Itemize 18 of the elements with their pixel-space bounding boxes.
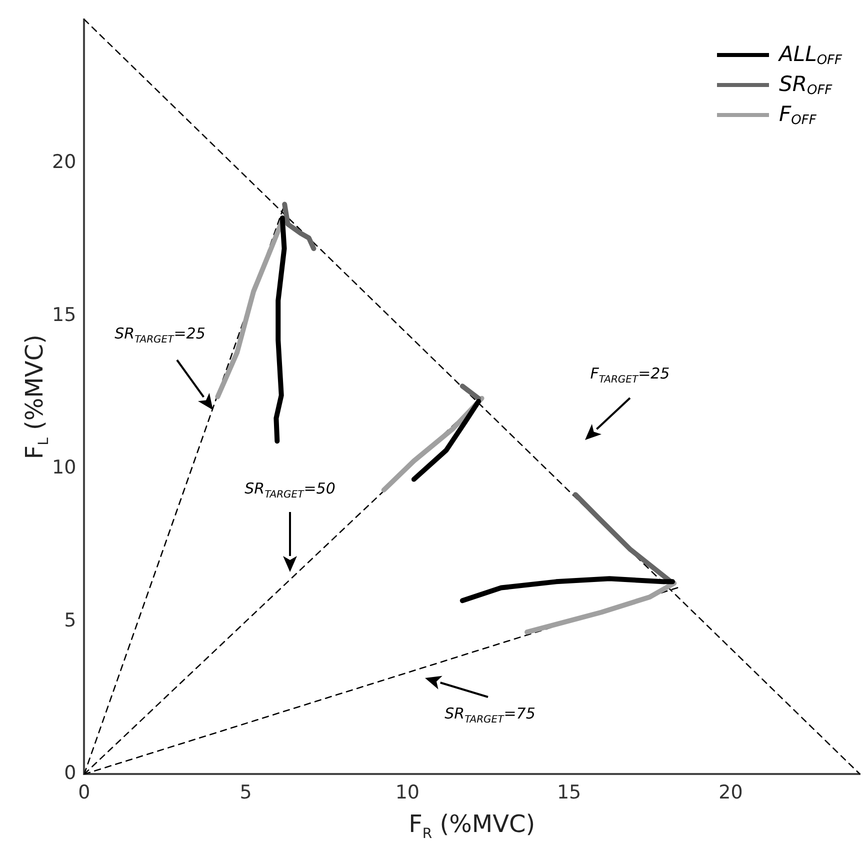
annotation: SR$_{TARGET}$=75 <box>444 704 536 726</box>
x-tick-label: 15 <box>556 782 582 804</box>
annotation: SR$_{TARGET}$=50 <box>244 480 336 500</box>
y-tick-label: 20 <box>52 150 76 173</box>
legend-label: F$_{OFF}$ <box>779 102 816 128</box>
annotation: SR$_{TARGET}$=25 <box>114 324 206 346</box>
y-tick-label: 10 <box>52 456 76 479</box>
y-tick-label: 0 <box>64 762 76 784</box>
x-tick-label: 0 <box>78 782 90 804</box>
y-tick-label: 5 <box>64 609 76 632</box>
x-axis-title: F$_{R}$ (%MVC) <box>408 810 536 842</box>
y-tick-label: 15 <box>52 304 76 326</box>
annotation: F$_{TARGET}$=25 <box>590 364 670 386</box>
legend-label: SR$_{OFF}$ <box>779 72 832 98</box>
x-tick-label: 5 <box>240 782 252 804</box>
x-tick-label: 20 <box>718 782 743 804</box>
legend-label: ALL$_{OFF}$ <box>779 42 842 68</box>
x-tick-label: 10 <box>395 782 420 804</box>
